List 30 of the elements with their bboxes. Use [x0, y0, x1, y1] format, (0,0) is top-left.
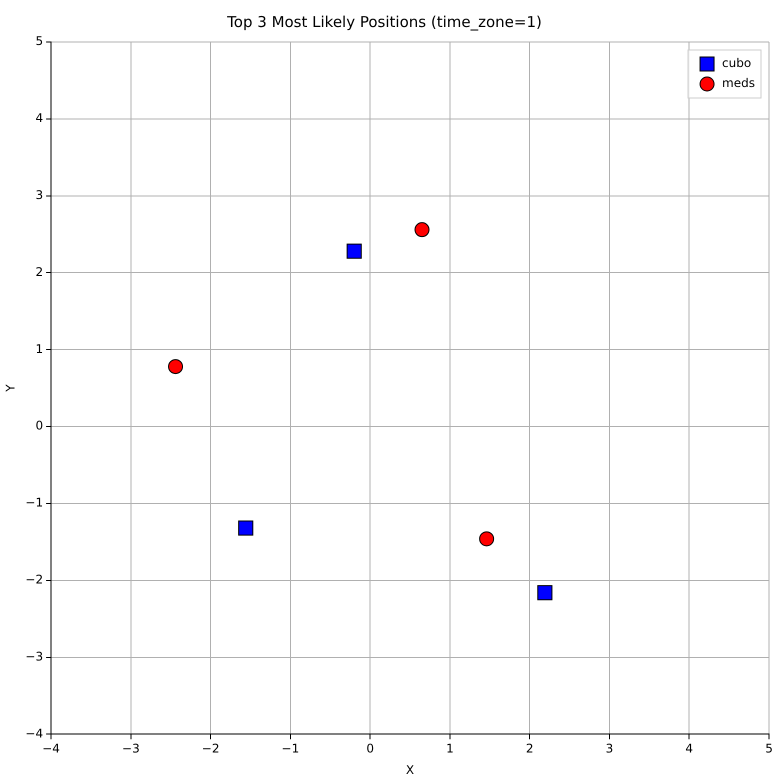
y-tick-label: −4	[25, 726, 44, 740]
x-tick-label: 0	[366, 742, 374, 756]
x-tick-label: −1	[282, 742, 300, 756]
point	[479, 531, 494, 546]
point	[346, 244, 362, 259]
y-tick-label: 1	[35, 342, 44, 356]
legend-label: meds	[722, 76, 756, 90]
x-axis-title: X	[406, 762, 414, 777]
y-tick-label: −1	[25, 496, 44, 510]
point	[168, 359, 184, 374]
y-tick-label: 0	[35, 418, 44, 433]
x-tick-label: −2	[202, 742, 220, 756]
point	[537, 585, 552, 600]
x-tick-label: 4	[685, 742, 694, 756]
y-tick-label: 5	[35, 34, 44, 48]
y-tick-label: 4	[35, 111, 44, 126]
x-tick-label: 2	[526, 742, 534, 756]
y-tick-label: 2	[35, 264, 44, 279]
point	[414, 222, 430, 238]
x-tick-label: 1	[446, 742, 454, 756]
chart-title: Top 3 Most Likely Positions (time_zone=1)	[226, 12, 542, 31]
legend-label: cubo	[722, 56, 752, 70]
y-tick-label: −3	[25, 649, 44, 664]
point	[238, 520, 254, 536]
y-axis-title: Y	[3, 384, 18, 393]
x-tick-label: −3	[122, 742, 140, 756]
y-tick-label: −2	[25, 572, 44, 587]
x-tick-label: 5	[765, 742, 773, 756]
x-tick-label: 3	[606, 742, 614, 756]
y-tick-label: 3	[35, 188, 44, 202]
